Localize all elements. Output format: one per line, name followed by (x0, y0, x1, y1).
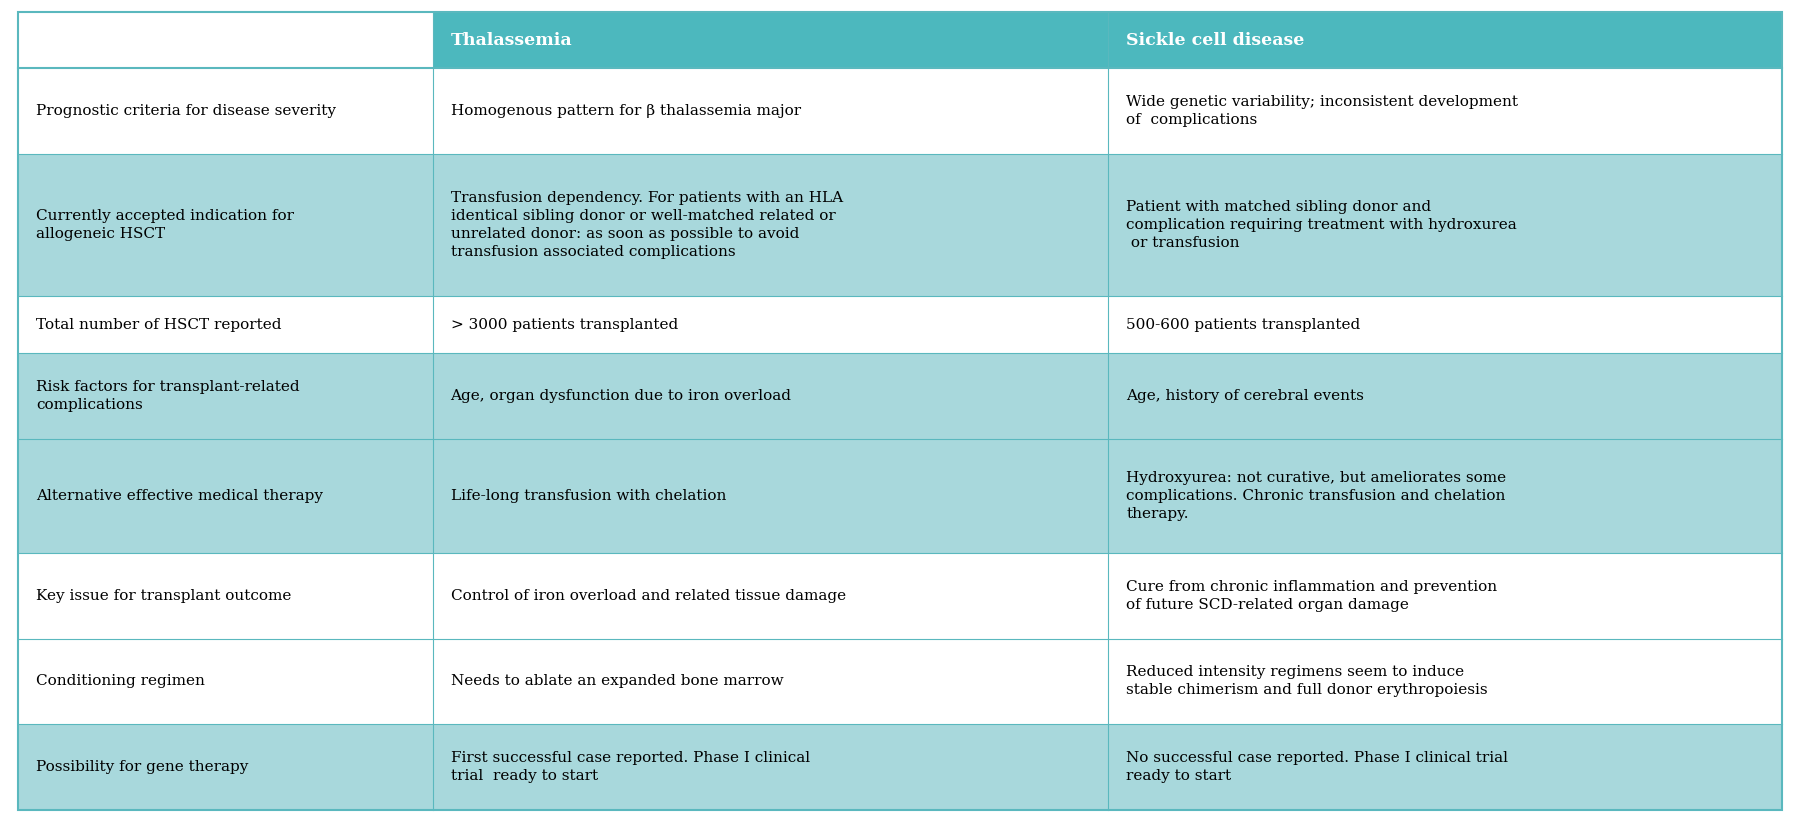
Text: Needs to ablate an expanded bone marrow: Needs to ablate an expanded bone marrow (450, 674, 783, 688)
Text: Cure from chronic inflammation and prevention
of future SCD-related organ damage: Cure from chronic inflammation and preve… (1127, 580, 1498, 612)
Bar (1109, 12, 1782, 68)
Bar (432, 12, 1109, 68)
Text: Wide genetic variability; inconsistent development
of  complications: Wide genetic variability; inconsistent d… (1127, 95, 1517, 127)
Bar (18, 297, 1782, 353)
Text: Reduced intensity regimens seem to induce
stable chimerism and full donor erythr: Reduced intensity regimens seem to induc… (1127, 666, 1489, 697)
Text: 500-600 patients transplanted: 500-600 patients transplanted (1127, 318, 1361, 332)
Text: Age, organ dysfunction due to iron overload: Age, organ dysfunction due to iron overl… (450, 389, 792, 403)
Text: Homogenous pattern for β thalassemia major: Homogenous pattern for β thalassemia maj… (450, 104, 801, 118)
Text: Conditioning regimen: Conditioning regimen (36, 674, 205, 688)
Bar (18, 12, 432, 68)
Text: Prognostic criteria for disease severity: Prognostic criteria for disease severity (36, 104, 337, 118)
Text: Risk factors for transplant-related
complications: Risk factors for transplant-related comp… (36, 381, 299, 412)
Text: Total number of HSCT reported: Total number of HSCT reported (36, 318, 281, 332)
Text: Sickle cell disease: Sickle cell disease (1127, 32, 1305, 48)
Text: No successful case reported. Phase I clinical trial
ready to start: No successful case reported. Phase I cli… (1127, 751, 1508, 783)
Text: Thalassemia: Thalassemia (450, 32, 572, 48)
Bar (18, 639, 1782, 724)
Text: Alternative effective medical therapy: Alternative effective medical therapy (36, 489, 322, 503)
Text: Patient with matched sibling donor and
complication requiring treatment with hyd: Patient with matched sibling donor and c… (1127, 201, 1517, 250)
Text: Hydroxyurea: not curative, but ameliorates some
complications. Chronic transfusi: Hydroxyurea: not curative, but ameliorat… (1127, 471, 1507, 521)
Text: Currently accepted indication for
allogeneic HSCT: Currently accepted indication for alloge… (36, 209, 293, 241)
Bar (18, 353, 1782, 439)
Text: Possibility for gene therapy: Possibility for gene therapy (36, 760, 248, 774)
Text: Age, history of cerebral events: Age, history of cerebral events (1127, 389, 1364, 403)
Bar (18, 553, 1782, 639)
Bar (18, 154, 1782, 297)
Text: Control of iron overload and related tissue damage: Control of iron overload and related tis… (450, 589, 846, 603)
Text: First successful case reported. Phase I clinical
trial  ready to start: First successful case reported. Phase I … (450, 751, 810, 783)
Bar (18, 724, 1782, 810)
Text: Key issue for transplant outcome: Key issue for transplant outcome (36, 589, 292, 603)
Text: Transfusion dependency. For patients with an HLA
identical sibling donor or well: Transfusion dependency. For patients wit… (450, 192, 842, 259)
Text: > 3000 patients transplanted: > 3000 patients transplanted (450, 318, 679, 332)
Bar (18, 439, 1782, 553)
Text: Life-long transfusion with chelation: Life-long transfusion with chelation (450, 489, 725, 503)
Bar (18, 68, 1782, 154)
